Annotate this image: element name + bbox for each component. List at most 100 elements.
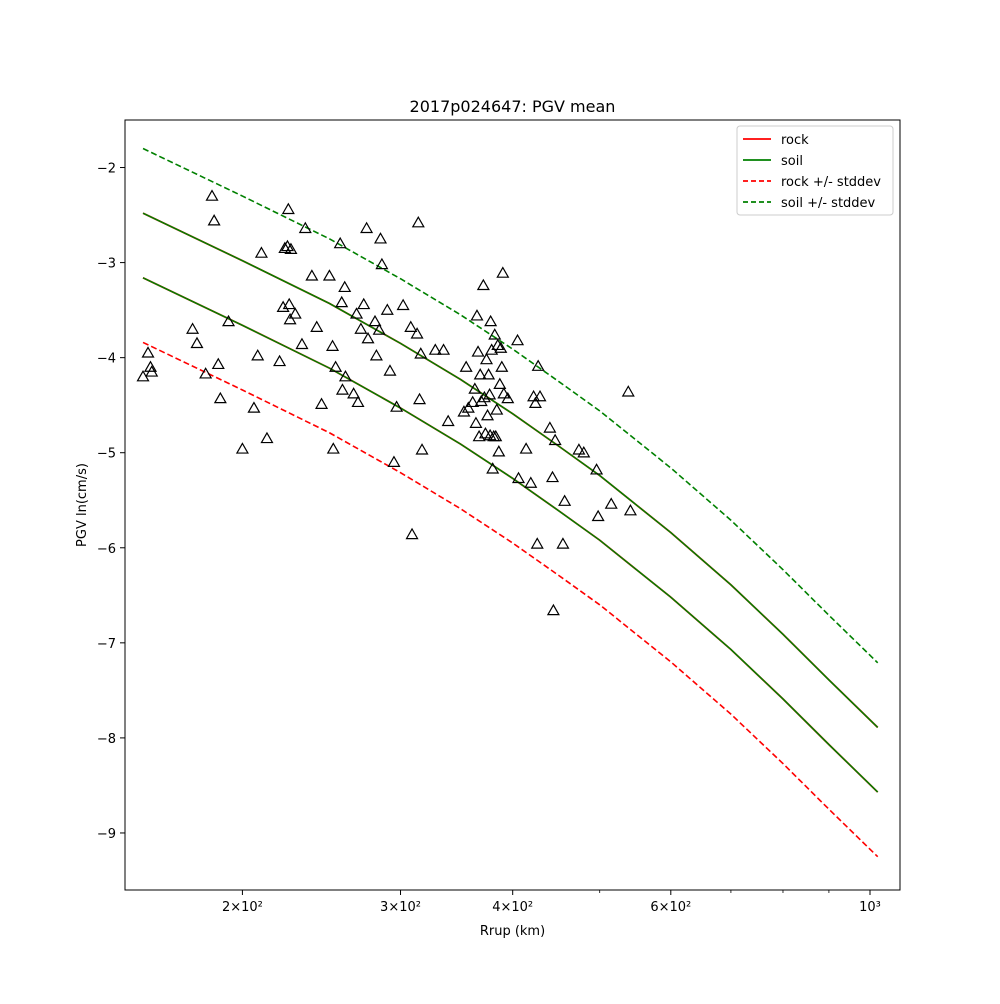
data-point <box>351 395 365 408</box>
data-point <box>295 337 309 350</box>
data-point <box>247 401 261 413</box>
data-point <box>141 346 155 358</box>
data-point <box>486 462 500 474</box>
data-point <box>441 414 455 427</box>
x-tick-label: 2×10² <box>222 900 263 915</box>
data-point <box>489 429 503 442</box>
data-point <box>590 463 604 475</box>
data-point <box>369 349 383 361</box>
data-point <box>519 442 533 454</box>
data-point <box>474 394 488 407</box>
data-point <box>273 354 287 367</box>
data-point <box>361 331 375 344</box>
data-point <box>413 392 427 405</box>
x-tick-label: 10³ <box>859 900 881 915</box>
series-line-soil-3 <box>142 277 879 793</box>
data-point <box>383 364 397 376</box>
data-point <box>528 396 542 409</box>
y-tick-label: −6 <box>97 542 116 557</box>
data-point <box>357 297 371 310</box>
data-point <box>484 314 498 327</box>
data-point <box>470 309 484 321</box>
data-point <box>469 416 483 428</box>
data-point <box>347 387 361 399</box>
data-point <box>591 509 605 522</box>
y-tick-label: −5 <box>97 447 116 462</box>
data-point <box>396 298 410 311</box>
y-tick-label: −9 <box>97 827 116 842</box>
data-point <box>546 603 560 616</box>
data-point <box>466 395 480 408</box>
data-point <box>281 202 295 215</box>
data-point <box>278 241 292 254</box>
data-point <box>199 367 213 379</box>
data-point <box>211 357 225 370</box>
data-point <box>604 497 618 509</box>
data-point <box>491 338 505 351</box>
data-point <box>543 421 557 433</box>
data-point <box>213 391 227 404</box>
data-point <box>284 242 298 255</box>
data-point <box>387 455 401 467</box>
data-point <box>490 403 504 415</box>
chart-title: 2017p024647: PGV mean <box>410 97 616 116</box>
data-point <box>326 442 340 454</box>
data-point <box>428 343 442 355</box>
data-point <box>495 360 509 372</box>
data-point <box>373 232 388 244</box>
x-tick-label: 6×10² <box>650 900 691 915</box>
data-point <box>282 297 296 310</box>
data-point <box>329 360 343 372</box>
legend: rock soil rock +/- stddev soil +/- stddev <box>736 125 894 216</box>
data-point <box>548 433 562 446</box>
data-point <box>572 443 586 455</box>
data-point <box>205 189 219 201</box>
data-point <box>459 360 473 372</box>
data-point <box>288 307 302 319</box>
data-point <box>531 359 545 371</box>
x-axis-label: Rrup (km) <box>480 924 545 939</box>
data-point <box>530 537 544 549</box>
data-point <box>501 391 515 404</box>
data-point <box>494 341 508 353</box>
data-point <box>558 494 572 506</box>
data-point <box>322 269 336 281</box>
data-point <box>207 214 221 226</box>
data-point <box>472 429 486 442</box>
data-point <box>461 401 475 413</box>
data-point <box>350 307 364 319</box>
y-tick-label: −7 <box>97 637 116 652</box>
data-point <box>410 327 424 339</box>
data-point <box>375 257 389 270</box>
legend-box <box>736 125 894 216</box>
data-point <box>479 352 494 365</box>
data-point <box>143 360 158 372</box>
y-tick-label: −2 <box>97 162 116 177</box>
series-line-soil-stddev-5 <box>142 147 879 664</box>
x-axis: 2×10² 3×10² 4×10² 6×10² 10³ <box>222 890 881 915</box>
data-point <box>480 408 495 421</box>
legend-label: soil <box>781 154 803 169</box>
data-point <box>368 314 382 327</box>
data-point <box>405 527 419 540</box>
y-tick-label: −8 <box>97 732 116 747</box>
data-point <box>623 503 637 516</box>
data-point <box>556 537 570 549</box>
data-point <box>221 314 236 327</box>
data-point <box>338 280 352 293</box>
data-point <box>411 215 425 228</box>
data-point <box>577 446 591 458</box>
data-point <box>310 320 324 332</box>
data-point <box>372 323 386 335</box>
data-point <box>335 295 349 308</box>
data-point <box>354 322 368 334</box>
data-point <box>524 476 538 488</box>
data-point <box>492 445 506 457</box>
y-axis: −2 −3 −4 −5 −6 −7 −8 −9 <box>97 162 125 842</box>
data-point <box>415 443 429 455</box>
data-point <box>145 365 159 377</box>
data-point <box>414 347 428 359</box>
data-point <box>493 377 507 389</box>
